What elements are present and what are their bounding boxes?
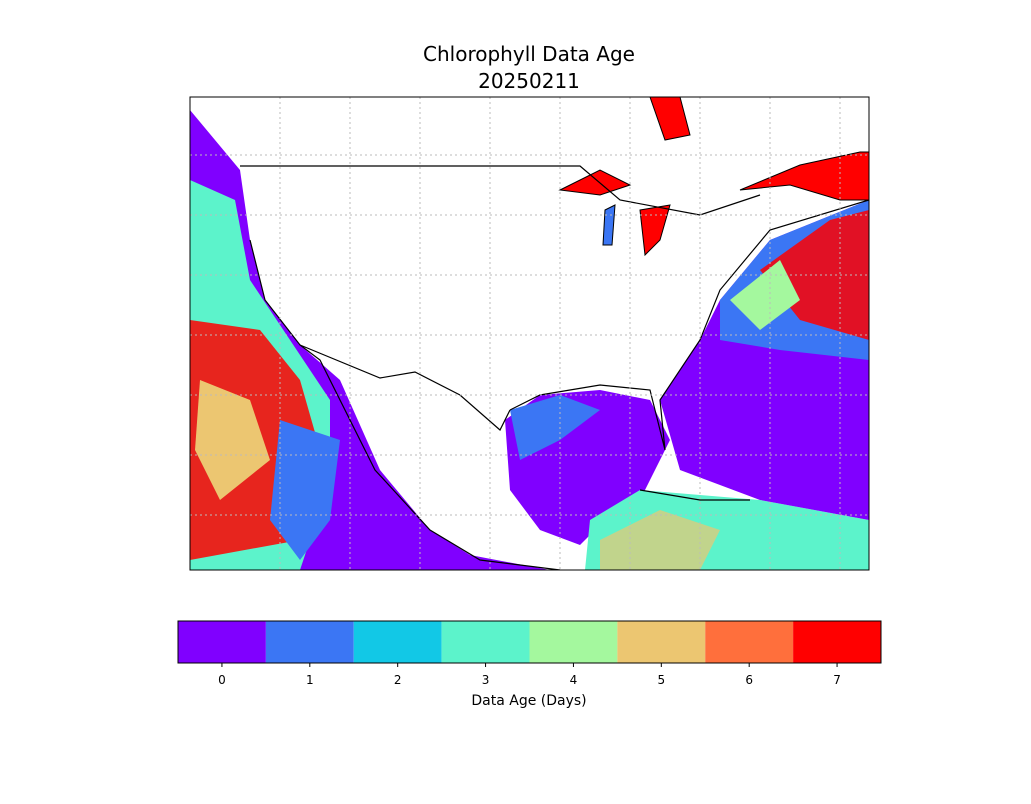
colorbar-segment [529,621,618,663]
map-subtitle: 20250211 [478,69,580,93]
coastline [249,239,561,570]
colorbar-tick-label: 4 [570,673,578,687]
atlantic-region [730,260,800,330]
cuba [639,489,750,501]
colorbar-tick-label: 1 [306,673,314,687]
lake [649,97,691,141]
colorbar-segment [441,621,530,663]
colorbar-tick-label: 2 [394,673,402,687]
gulf-region [510,395,600,460]
map-frame [189,96,870,571]
atlantic-region [760,210,869,340]
caribbean-region [600,510,720,570]
gulf-st-lawrence [739,151,869,201]
pacific-region [270,420,340,560]
colorbar-frame [177,620,882,664]
colorbar-segment [353,621,442,663]
map-title: Chlorophyll Data Age [423,42,635,66]
colorbar-tick-label: 3 [482,673,490,687]
colorbar-tick-label: 5 [657,673,665,687]
coastline [509,199,869,451]
pacific-region [195,380,270,500]
colorbar-tick-label: 6 [745,673,753,687]
colorbar: 0 1 2 3 4 5 6 7 [177,620,882,687]
colorbar-label: Data Age (Days) [471,693,586,709]
map [189,96,870,571]
lake [558,169,632,196]
graticule [190,97,869,570]
colorbar-segment [793,621,881,663]
border-line [240,165,761,216]
colorbar-segment [705,621,794,663]
colorbar-segment [265,621,354,663]
colorbar-segment [178,621,266,663]
colorbar-tick-label: 0 [218,673,226,687]
border-line [299,344,511,431]
colorbar-tick-label: 7 [833,673,841,687]
colorbar-segment [617,621,706,663]
lake [639,204,671,257]
